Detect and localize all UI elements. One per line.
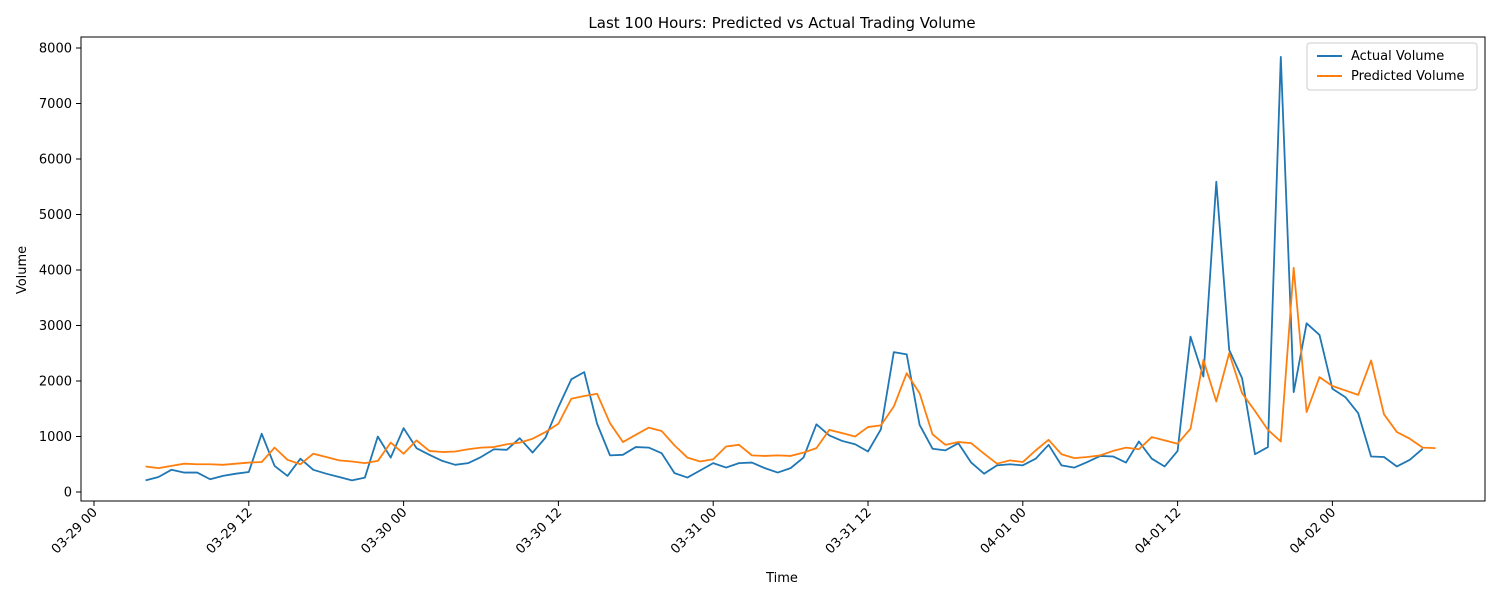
y-tick-label: 0 <box>64 486 72 501</box>
plot-area: 0 1000 2000 3000 4000 5000 6000 7000 8000 03-29 0… <box>39 36 1486 557</box>
plot-frame <box>80 36 1486 502</box>
legend-label-actual: Actual Volume <box>1351 49 1444 64</box>
y-tick-label: 4000 <box>39 264 72 279</box>
x-tick-label: 03-29 00 <box>49 505 101 557</box>
y-tick-label: 1000 <box>39 430 72 445</box>
x-tick-label: 03-30 12 <box>513 505 565 557</box>
x-tick-label: 03-29 12 <box>204 505 256 557</box>
chart-title: Last 100 Hours: Predicted vs Actual Trad… <box>588 14 975 32</box>
series-line-actual <box>145 55 1424 482</box>
y-tick-label: 6000 <box>39 153 72 168</box>
legend: Actual Volume Predicted Volume <box>1306 42 1478 91</box>
x-tick-label: 03-30 00 <box>358 505 410 557</box>
x-tick-label: 04-01 12 <box>1132 505 1184 557</box>
y-tick-label: 7000 <box>39 97 72 112</box>
y-axis-label: Volume <box>15 246 30 294</box>
x-tick-label: 04-01 00 <box>978 505 1030 557</box>
x-tick-label: 04-02 00 <box>1287 505 1339 557</box>
series-line-predicted <box>145 266 1436 470</box>
x-tick-label: 03-31 12 <box>823 505 875 557</box>
legend-label-predicted: Predicted Volume <box>1351 69 1465 84</box>
y-tick-label: 3000 <box>39 319 72 334</box>
y-tick-label: 2000 <box>39 375 72 390</box>
y-tick-label: 5000 <box>39 208 72 223</box>
x-axis-label: Time <box>765 571 798 586</box>
y-tick-label: 8000 <box>39 42 72 57</box>
legend-frame <box>1306 42 1478 91</box>
x-tick-label: 03-31 00 <box>668 505 720 557</box>
